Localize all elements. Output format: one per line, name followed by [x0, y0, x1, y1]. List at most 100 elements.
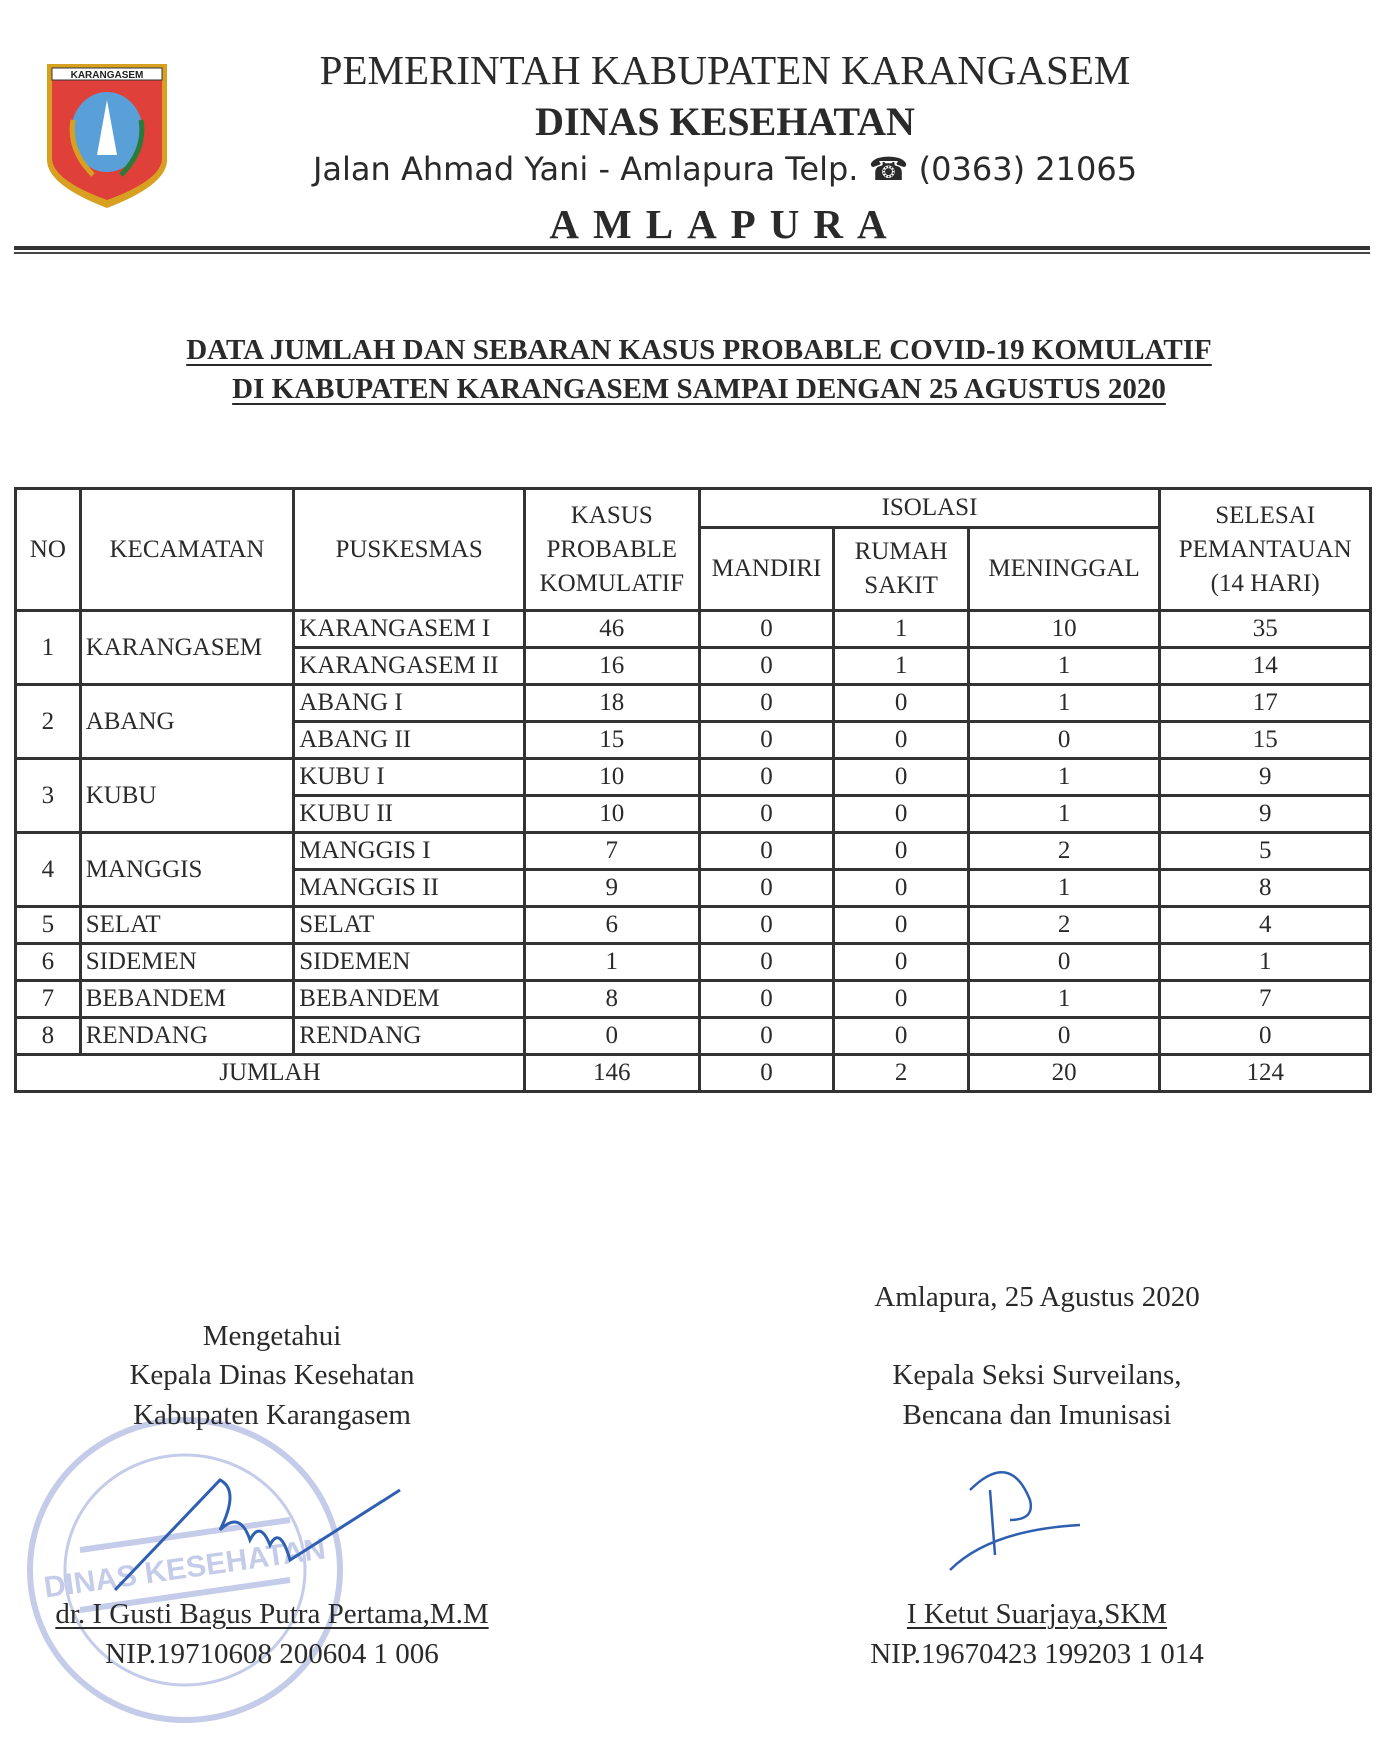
cell-puskesmas: MANGGIS I — [292, 831, 526, 871]
cell-total-selesai: 124 — [1158, 1053, 1372, 1093]
cell-rs: 0 — [832, 1016, 970, 1056]
cell-kecamatan: RENDANG — [78, 1016, 296, 1056]
cell-meninggal: 10 — [966, 609, 1162, 649]
cell-puskesmas: KUBU II — [292, 794, 526, 834]
cell-kecamatan: MANGGIS — [78, 831, 296, 908]
right-signer-name: I Ketut Suarjaya,SKM — [906, 1598, 1168, 1630]
letterhead-government: PEMERINTAH KABUPATEN KARANGASEM — [319, 47, 1131, 93]
cell-meninggal: 1 — [966, 757, 1162, 797]
official-stamp: DINAS KESEHATAN — [27, 1417, 343, 1723]
cell-mandiri: 0 — [697, 683, 836, 723]
cell-meninggal: 0 — [966, 942, 1162, 982]
left-sign-line2: Kepala Dinas Kesehatan — [129, 1359, 415, 1391]
cell-selesai: 14 — [1158, 646, 1372, 686]
right-sign-line2: Bencana dan Imunisasi — [902, 1399, 1172, 1431]
cell-meninggal: 0 — [966, 1016, 1162, 1056]
cell-puskesmas: SELAT — [292, 905, 526, 945]
cell-rs: 0 — [832, 757, 970, 797]
cell-kecamatan: SIDEMEN — [78, 942, 296, 982]
cell-puskesmas: KARANGASEM I — [292, 609, 526, 649]
table-row: 1 KARANGASEM KARANGASEM I 46 0 1 10 35 — [14, 609, 1372, 686]
header-meninggal: MENINGGAL — [966, 526, 1162, 612]
cell-kasus: 1 — [522, 942, 701, 982]
cell-mandiri: 0 — [697, 757, 836, 797]
cell-total-mandiri: 0 — [697, 1053, 836, 1093]
cell-meninggal: 2 — [966, 905, 1162, 945]
cell-meninggal: 1 — [966, 868, 1162, 908]
cell-puskesmas: BEBANDEM — [292, 979, 526, 1019]
cell-puskesmas: RENDANG — [292, 1016, 526, 1056]
cell-kasus: 16 — [522, 646, 701, 686]
cell-selesai: 35 — [1158, 609, 1372, 649]
header-divider — [14, 246, 1370, 250]
cell-total-kasus: 146 — [522, 1053, 701, 1093]
cell-kasus: 10 — [522, 794, 701, 834]
header-selesai: SELESAI PEMANTAUAN (14 HARI) — [1158, 487, 1372, 612]
cell-total-label: JUMLAH — [14, 1053, 526, 1093]
cell-mandiri: 0 — [697, 905, 836, 945]
table-row: ABANG II 15 0 0 0 15 — [16, 720, 1372, 760]
cell-mandiri: 0 — [697, 868, 836, 908]
cell-no: 1 — [14, 609, 82, 686]
place-date: Amlapura, 25 Agustus 2020 — [874, 1281, 1200, 1313]
cell-meninggal: 1 — [966, 646, 1162, 686]
cell-mandiri: 0 — [697, 794, 836, 834]
cell-kasus: 10 — [522, 757, 701, 797]
right-signer-nip: NIP.19670423 199203 1 014 — [870, 1638, 1204, 1670]
cell-selesai: 4 — [1158, 905, 1372, 945]
table-row: 5 SELAT SELAT 6 0 0 2 4 — [14, 905, 1372, 945]
cell-meninggal: 0 — [966, 720, 1162, 760]
cell-rs: 0 — [832, 720, 970, 760]
left-signer-nip: NIP.19710608 200604 1 006 — [105, 1638, 439, 1670]
cell-selesai: 5 — [1158, 831, 1372, 871]
cell-total-rs: 2 — [832, 1053, 970, 1093]
cell-kecamatan: ABANG — [78, 683, 296, 760]
header-mandiri: MANDIRI — [697, 526, 836, 612]
cell-rs: 0 — [832, 794, 970, 834]
header-kecamatan: KECAMATAN — [78, 487, 296, 612]
cell-rs: 0 — [832, 868, 970, 908]
cell-kasus: 46 — [522, 609, 701, 649]
left-sign-line1: Mengetahui — [202, 1320, 342, 1352]
cell-rs: 1 — [832, 609, 970, 649]
cell-no: 6 — [14, 942, 82, 982]
header-puskesmas: PUSKESMAS — [292, 487, 526, 612]
cell-no: 5 — [14, 905, 82, 945]
cell-puskesmas: KARANGASEM II — [292, 646, 526, 686]
left-signer-name: dr. I Gusti Bagus Putra Pertama,M.M — [55, 1598, 489, 1630]
cell-rs: 1 — [832, 646, 970, 686]
cell-no: 7 — [14, 979, 82, 1019]
document-title: DATA JUMLAH DAN SEBARAN KASUS PROBABLE C… — [186, 334, 1212, 366]
cell-mandiri: 0 — [697, 646, 836, 686]
table-row: 2 ABANG ABANG I 18 0 0 1 17 — [14, 683, 1372, 760]
table-row: 3 KUBU KUBU I 10 0 0 1 9 — [14, 757, 1372, 834]
cell-mandiri: 0 — [697, 831, 836, 871]
signature-right — [949, 1471, 1081, 1571]
table-row: 8 RENDANG RENDANG 0 0 0 0 0 — [14, 1016, 1372, 1056]
header-rumah-sakit: RUMAH SAKIT — [832, 526, 970, 612]
cell-meninggal: 2 — [966, 831, 1162, 871]
covid-data-table: NO KECAMATAN PUSKESMAS KASUS PROBABLE KO… — [14, 487, 1372, 1093]
cell-selesai: 15 — [1158, 720, 1372, 760]
cell-mandiri: 0 — [697, 720, 836, 760]
cell-selesai: 8 — [1158, 868, 1372, 908]
cell-puskesmas: ABANG II — [292, 720, 526, 760]
header-isolasi: ISOLASI — [697, 487, 1162, 529]
left-sign-line3: Kabupaten Karangasem — [133, 1399, 411, 1431]
cell-no: 3 — [14, 757, 82, 834]
cell-selesai: 7 — [1158, 979, 1372, 1019]
cell-puskesmas: MANGGIS II — [292, 868, 526, 908]
svg-text:KARANGASEM: KARANGASEM — [71, 70, 144, 81]
cell-selesai: 9 — [1158, 794, 1372, 834]
cell-kasus: 9 — [522, 868, 701, 908]
cell-no: 4 — [14, 831, 82, 908]
cell-no: 8 — [14, 1016, 82, 1056]
cell-kasus: 15 — [522, 720, 701, 760]
cell-kecamatan: BEBANDEM — [78, 979, 296, 1019]
cell-selesai: 9 — [1158, 757, 1372, 797]
cell-rs: 0 — [832, 979, 970, 1019]
cell-kasus: 7 — [522, 831, 701, 871]
table-row: KUBU II 10 0 0 1 9 — [16, 794, 1372, 834]
cell-puskesmas: ABANG I — [292, 683, 526, 723]
